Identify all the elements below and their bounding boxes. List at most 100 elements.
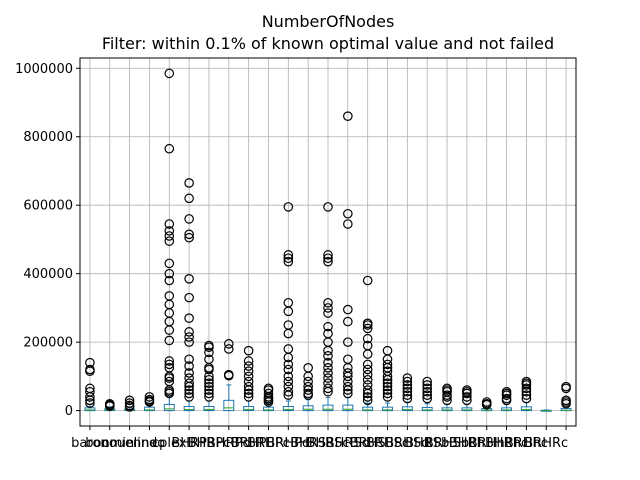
outlier-point: [362, 392, 373, 402]
outlier-point: [422, 380, 432, 390]
outlier-point: [521, 383, 532, 394]
box-series: [461, 385, 473, 412]
outlier-point: [164, 388, 175, 399]
outlier-point: [402, 380, 413, 390]
x-tick-label: couenne: [102, 436, 158, 451]
x-tick-label: cplex: [152, 436, 187, 451]
outlier-point: [243, 392, 254, 402]
chart-subtitle: Filter: within 0.1% of known optimal val…: [102, 34, 554, 53]
outlier-point: [422, 393, 432, 404]
box-series: [362, 275, 374, 412]
outlier-point: [362, 349, 373, 359]
box-series: [560, 381, 572, 412]
outlier-point: [362, 369, 373, 380]
box-series: [143, 392, 155, 412]
outlier-point: [362, 385, 373, 395]
outlier-point: [184, 232, 194, 243]
outlier-point: [402, 373, 413, 383]
outlier-point: [184, 229, 194, 240]
outlier-point: [323, 368, 333, 378]
outlier-point: [184, 385, 194, 395]
outlier-point: [561, 398, 571, 409]
x-tick-label: BHRSc: [306, 436, 349, 451]
outlier-point: [462, 392, 472, 402]
outlier-point: [184, 292, 194, 303]
outlier-point: [224, 339, 234, 349]
outlier-point: [343, 111, 353, 121]
outlier-point: [243, 385, 254, 395]
outlier-point: [343, 385, 353, 395]
outlier-point: [402, 393, 413, 404]
box-iqr: [421, 407, 433, 412]
outlier-point: [422, 390, 432, 400]
outlier-point: [204, 371, 214, 382]
outlier-point: [303, 371, 313, 382]
outlier-point: [243, 371, 254, 382]
outlier-point: [323, 363, 333, 373]
outlier-point: [184, 354, 194, 365]
outlier-point: [343, 304, 353, 315]
x-tick-label: BRHhc: [505, 436, 548, 451]
outlier-point: [323, 297, 333, 308]
outlier-point: [382, 388, 393, 399]
outlier-point: [382, 374, 393, 385]
outlier-point: [204, 342, 214, 353]
x-tick-label: BRHP: [231, 436, 267, 451]
box-series: [223, 339, 235, 412]
x-tick-label: BHRPc: [188, 436, 231, 451]
outlier-point: [124, 395, 135, 406]
outlier-point: [442, 395, 452, 406]
outlier-point: [442, 392, 452, 402]
box-series: [243, 345, 255, 412]
outlier-point: [323, 253, 333, 264]
outlier-point: [184, 361, 194, 371]
outlier-point: [283, 250, 294, 260]
outlier-point: [164, 356, 175, 366]
outlier-point: [164, 68, 175, 79]
y-tick-label: 1000000: [15, 62, 73, 77]
outlier-point: [184, 327, 194, 337]
outlier-point: [362, 320, 373, 330]
outlier-point: [243, 388, 254, 399]
axes: 0 200000 400000 600000 800000 1000000 baronbon…: [15, 62, 568, 451]
outlier-point: [243, 361, 254, 371]
outlier-point: [402, 386, 413, 397]
box-iqr: [362, 406, 374, 412]
outlier-point: [164, 143, 175, 154]
x-tick-label: BHRhc: [485, 436, 528, 451]
outlier-point: [382, 371, 393, 382]
box-iqr: [243, 405, 255, 412]
outlier-point: [462, 388, 472, 399]
outlier-point: [343, 381, 353, 392]
outlier-point: [323, 321, 333, 332]
outlier-point: [422, 386, 432, 397]
outlier-point: [204, 381, 214, 392]
box-iqr: [401, 406, 413, 412]
outlier-point: [323, 357, 333, 368]
outlier-point: [283, 306, 294, 317]
chart-title: NumberOfNodes: [262, 12, 395, 31]
outlier-point: [343, 371, 353, 382]
box-iqr: [382, 406, 393, 412]
outlier-point: [164, 359, 175, 370]
outlier-point: [164, 335, 175, 346]
outlier-point: [323, 351, 333, 361]
y-tick-label: 200000: [23, 336, 73, 351]
outlier-point: [521, 380, 532, 390]
x-tick-label: BRHRc: [524, 436, 568, 451]
outlier-point: [362, 359, 373, 370]
outlier-point: [323, 303, 333, 313]
outlier-point: [144, 397, 155, 407]
outlier-point: [184, 273, 194, 284]
outlier-point: [343, 219, 353, 229]
box-iqr: [441, 407, 453, 412]
outlier-point: [164, 268, 175, 279]
box-iqr: [501, 407, 513, 412]
outlier-point: [501, 390, 512, 400]
box-series: [520, 376, 532, 412]
outlier-point: [124, 398, 135, 408]
outlier-point: [323, 250, 333, 260]
box-series: [124, 395, 136, 412]
box-series: [441, 383, 453, 412]
